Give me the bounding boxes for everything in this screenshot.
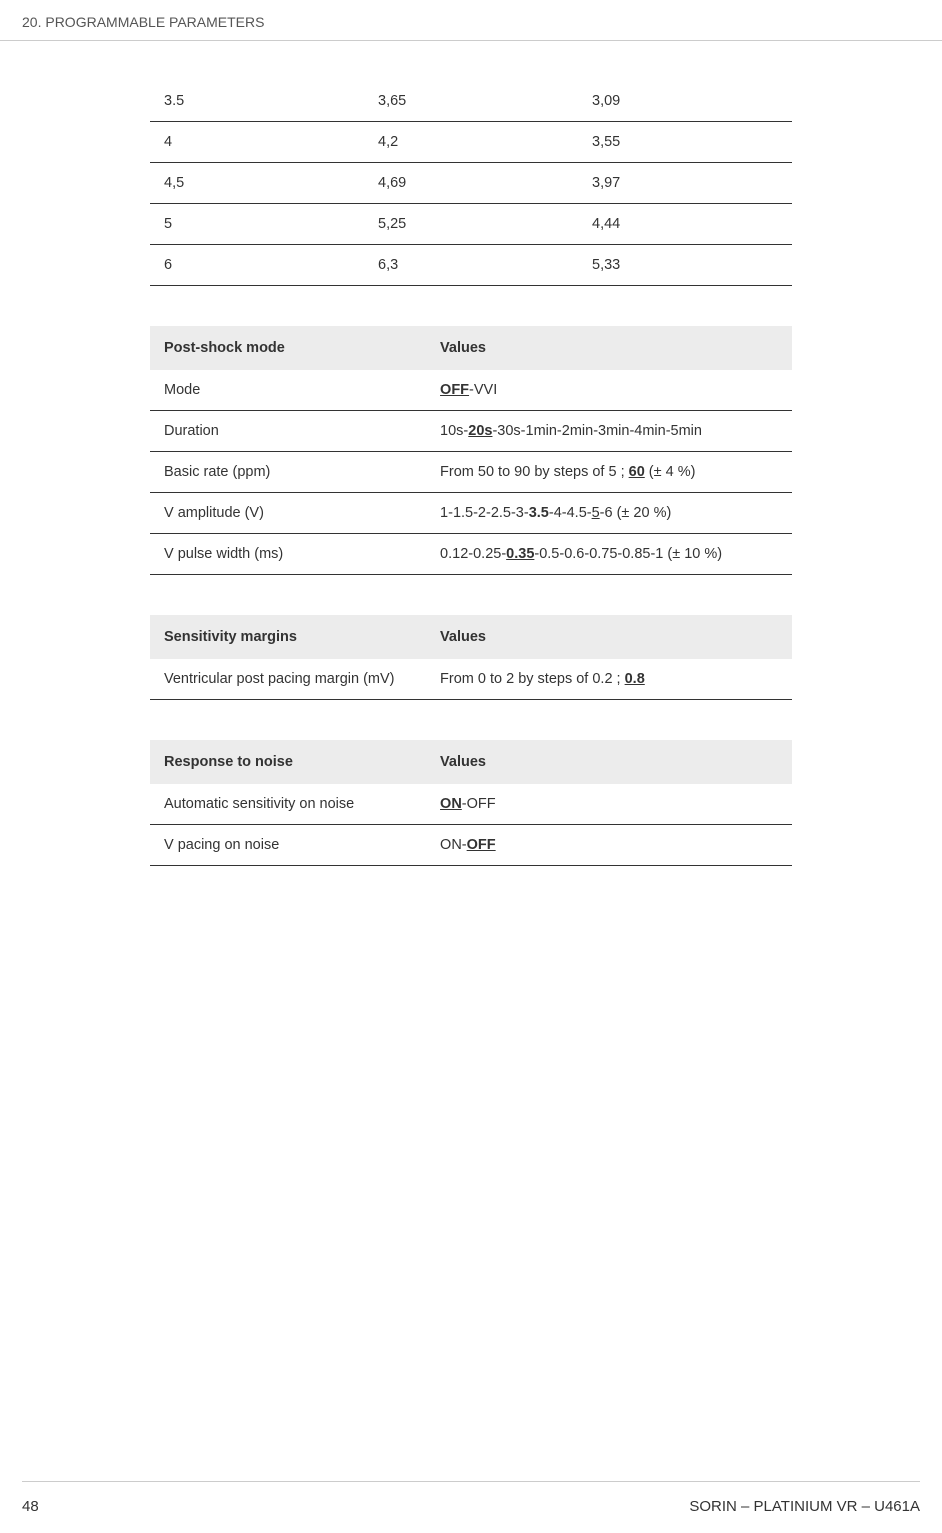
param-label: Mode — [150, 370, 426, 411]
table-row: V pacing on noiseON-OFF — [150, 825, 792, 866]
table-header-row: Response to noise Values — [150, 740, 792, 784]
table-cell: 5,25 — [364, 204, 578, 245]
col-header-param: Post-shock mode — [150, 326, 426, 370]
param-value: OFF-VVI — [426, 370, 792, 411]
table-row: V pulse width (ms)0.12-0.25-0.35-0.5-0.6… — [150, 534, 792, 575]
value-segment: 0.12-0.25- — [440, 546, 506, 562]
col-header-param: Response to noise — [150, 740, 426, 784]
param-label: V pulse width (ms) — [150, 534, 426, 575]
sensitivity-table: Sensitivity margins Values Ventricular p… — [150, 615, 792, 700]
value-segment: 5 — [592, 505, 600, 521]
page-footer: 48 SORIN – PLATINIUM VR – U461A — [0, 1481, 942, 1515]
table-cell: 4 — [150, 122, 364, 163]
product-name: SORIN – PLATINIUM VR – U461A — [689, 1498, 920, 1515]
sensitivity-body: Ventricular post pacing margin (mV)From … — [150, 659, 792, 700]
value-segment: -4-4.5- — [549, 505, 592, 521]
table-cell: 4,2 — [364, 122, 578, 163]
param-label: Duration — [150, 411, 426, 452]
col-header-param: Sensitivity margins — [150, 615, 426, 659]
param-value: 10s-20s-30s-1min-2min-3min-4min-5min — [426, 411, 792, 452]
param-value: From 50 to 90 by steps of 5 ; 60 (± 4 %) — [426, 452, 792, 493]
noise-response-body: Automatic sensitivity on noiseON-OFFV pa… — [150, 784, 792, 866]
value-segment: ON — [440, 796, 462, 812]
table-cell: 4,69 — [364, 163, 578, 204]
value-segment: ON- — [440, 837, 467, 853]
table-cell: 3,65 — [364, 81, 578, 122]
content-area: 3.53,653,0944,23,554,54,693,9755,254,446… — [0, 41, 942, 866]
page-number: 48 — [22, 1498, 39, 1515]
table-cell: 3,55 — [578, 122, 792, 163]
table-row: Duration10s-20s-30s-1min-2min-3min-4min-… — [150, 411, 792, 452]
table-row: Ventricular post pacing margin (mV)From … — [150, 659, 792, 700]
value-segment: From 50 to 90 by steps of 5 ; — [440, 464, 629, 480]
table-row: 55,254,44 — [150, 204, 792, 245]
value-segment: OFF — [440, 382, 469, 398]
table-cell: 4,5 — [150, 163, 364, 204]
value-segment: 1-1.5-2-2.5-3- — [440, 505, 529, 521]
table-row: Automatic sensitivity on noiseON-OFF — [150, 784, 792, 825]
value-segment: From 0 to 2 by steps of 0.2 ; — [440, 671, 625, 687]
param-value: From 0 to 2 by steps of 0.2 ; 0.8 — [426, 659, 792, 700]
section-title: 20. PROGRAMMABLE PARAMETERS — [22, 14, 264, 30]
value-segment: 0.35 — [506, 546, 534, 562]
table-cell: 3.5 — [150, 81, 364, 122]
value-segment: -30s-1min-2min-3min-4min-5min — [492, 423, 702, 439]
param-value: 0.12-0.25-0.35-0.5-0.6-0.75-0.85-1 (± 10… — [426, 534, 792, 575]
post-shock-table: Post-shock mode Values ModeOFF-VVIDurati… — [150, 326, 792, 575]
table-cell: 3,09 — [578, 81, 792, 122]
table-row: 66,35,33 — [150, 245, 792, 286]
table-row: 4,54,693,97 — [150, 163, 792, 204]
table-cell: 3,97 — [578, 163, 792, 204]
value-segment: 0.8 — [625, 671, 645, 687]
param-value: ON-OFF — [426, 825, 792, 866]
col-header-values: Values — [426, 615, 792, 659]
col-header-values: Values — [426, 326, 792, 370]
value-segment: 20s — [468, 423, 492, 439]
table-cell: 5,33 — [578, 245, 792, 286]
value-segment: (± 4 %) — [645, 464, 696, 480]
table-cell: 6 — [150, 245, 364, 286]
value-segment: 3.5 — [529, 505, 549, 521]
value-segment: -OFF — [462, 796, 496, 812]
value-segment: -0.5-0.6-0.75-0.85-1 (± 10 %) — [534, 546, 722, 562]
table-row: 44,23,55 — [150, 122, 792, 163]
param-label: V amplitude (V) — [150, 493, 426, 534]
value-segment: 60 — [629, 464, 645, 480]
value-segment: 10s- — [440, 423, 468, 439]
value-segment: OFF — [467, 837, 496, 853]
post-shock-body: ModeOFF-VVIDuration10s-20s-30s-1min-2min… — [150, 370, 792, 575]
param-label: Ventricular post pacing margin (mV) — [150, 659, 426, 700]
numeric-table: 3.53,653,0944,23,554,54,693,9755,254,446… — [150, 81, 792, 286]
value-segment: -6 (± 20 %) — [600, 505, 672, 521]
numeric-table-body: 3.53,653,0944,23,554,54,693,9755,254,446… — [150, 81, 792, 286]
param-label: Automatic sensitivity on noise — [150, 784, 426, 825]
table-cell: 4,44 — [578, 204, 792, 245]
param-label: Basic rate (ppm) — [150, 452, 426, 493]
table-row: Basic rate (ppm)From 50 to 90 by steps o… — [150, 452, 792, 493]
table-row: V amplitude (V)1-1.5-2-2.5-3-3.5-4-4.5-5… — [150, 493, 792, 534]
table-cell: 5 — [150, 204, 364, 245]
param-value: ON-OFF — [426, 784, 792, 825]
table-row: 3.53,653,09 — [150, 81, 792, 122]
table-header-row: Sensitivity margins Values — [150, 615, 792, 659]
noise-response-table: Response to noise Values Automatic sensi… — [150, 740, 792, 866]
param-label: V pacing on noise — [150, 825, 426, 866]
table-row: ModeOFF-VVI — [150, 370, 792, 411]
param-value: 1-1.5-2-2.5-3-3.5-4-4.5-5-6 (± 20 %) — [426, 493, 792, 534]
value-segment: -VVI — [469, 382, 497, 398]
table-header-row: Post-shock mode Values — [150, 326, 792, 370]
table-cell: 6,3 — [364, 245, 578, 286]
page-header: 20. PROGRAMMABLE PARAMETERS — [0, 0, 942, 41]
col-header-values: Values — [426, 740, 792, 784]
